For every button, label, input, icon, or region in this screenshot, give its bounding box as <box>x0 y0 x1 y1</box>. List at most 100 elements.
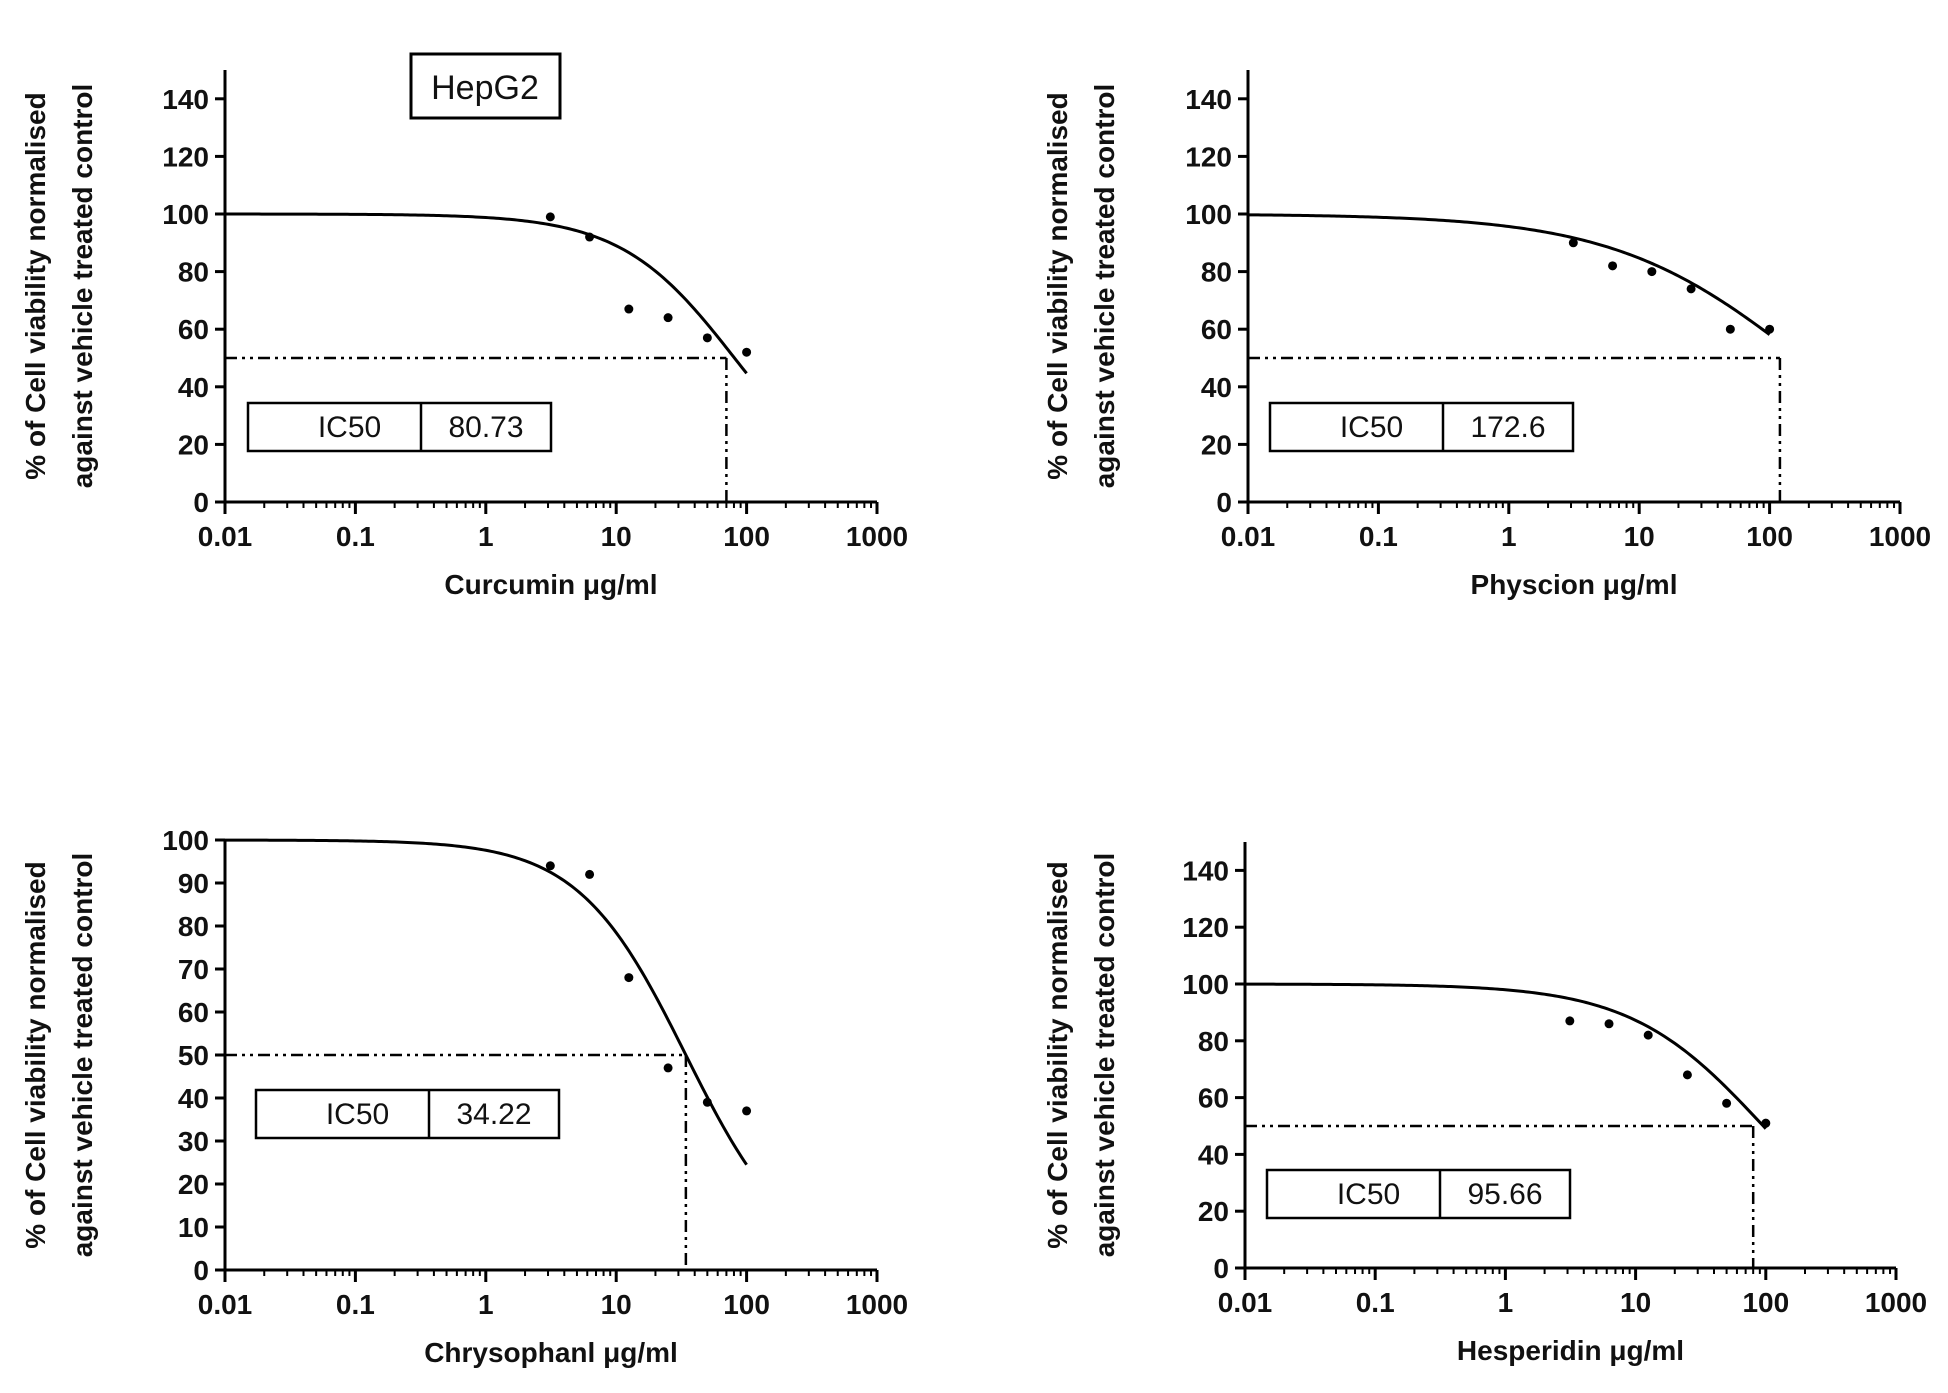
y-tick-label: 40 <box>178 1083 209 1114</box>
data-point <box>1686 284 1696 294</box>
x-tick-label: 100 <box>723 521 770 552</box>
y-axis-title-line1: % of Cell viability normalised <box>1042 861 1073 1248</box>
ic50-value: 80.73 <box>448 411 523 444</box>
x-tick-label: 0.1 <box>336 521 375 552</box>
y-tick-label: 10 <box>178 1212 209 1243</box>
data-point <box>624 304 634 314</box>
data-point <box>742 347 752 357</box>
y-tick-label: 140 <box>1182 855 1229 886</box>
y-tick-label: 0 <box>1213 1253 1229 1284</box>
y-axis-title-line2: against vehicle treated control <box>67 853 98 1258</box>
data-point <box>624 973 634 983</box>
y-tick-label: 0 <box>1216 487 1232 518</box>
data-point <box>663 1063 673 1073</box>
x-axis-title: Hesperidin μg/ml <box>1457 1335 1684 1366</box>
ic50-box <box>254 1088 561 1140</box>
y-tick-label: 30 <box>178 1126 209 1157</box>
data-point <box>1722 1098 1732 1108</box>
y-tick-label: 120 <box>1185 141 1232 172</box>
y-tick-label: 120 <box>1182 912 1229 943</box>
data-point <box>1565 1016 1575 1026</box>
y-tick-label: 100 <box>1185 199 1232 230</box>
panel-physcion: 0 20 40 60 80 100 120 140 0.01 0.1 1 10 100 1000 Physc… <box>1042 70 1931 600</box>
data-point <box>1725 324 1735 334</box>
x-axis-title: Chrysophanl μg/ml <box>424 1337 678 1368</box>
x-tick-label: 1 <box>1501 521 1517 552</box>
y-tick-label: 80 <box>1201 257 1232 288</box>
data-point <box>702 333 712 343</box>
x-tick-label: 1 <box>478 1289 494 1320</box>
x-tick-label: 10 <box>1620 1287 1651 1318</box>
ic50-label: IC50 <box>1340 411 1403 444</box>
y-tick-label: 20 <box>1198 1196 1229 1227</box>
x-axis-title: Physcion μg/ml <box>1471 569 1678 600</box>
y-tick-label: 140 <box>1185 84 1232 115</box>
panel-hesperidin: 0 20 40 60 80 100 120 140 0.01 0.1 1 10 100 1000 Hespe… <box>1042 842 1927 1366</box>
x-tick-label: 10 <box>601 1289 632 1320</box>
fit-curve <box>224 838 748 1166</box>
cell-line-box: HepG2 <box>409 52 562 120</box>
x-tick-label: 1000 <box>1869 521 1931 552</box>
ic50-value: 34.22 <box>456 1098 531 1131</box>
y-tick-label: 80 <box>1198 1026 1229 1057</box>
y-tick-label: 60 <box>178 997 209 1028</box>
y-tick-label: 70 <box>178 954 209 985</box>
y-axis-title-line1: % of Cell viability normalised <box>20 92 51 479</box>
x-axis-title: Curcumin μg/ml <box>444 569 657 600</box>
y-tick-label: 100 <box>162 199 209 230</box>
y-tick-label: 40 <box>178 372 209 403</box>
x-tick-label: 0.1 <box>1359 521 1398 552</box>
x-tick-label: 1000 <box>1865 1287 1927 1318</box>
data-point <box>585 232 595 242</box>
y-axis-title-line2: against vehicle treated control <box>67 84 98 489</box>
ic50-label: IC50 <box>318 411 381 444</box>
y-tick-label: 60 <box>1198 1083 1229 1114</box>
y-axis-title-line1: % of Cell viability normalised <box>1042 92 1073 479</box>
y-tick-label: 0 <box>193 1255 209 1286</box>
y-tick-label: 120 <box>162 141 209 172</box>
ic50-box <box>246 401 553 453</box>
data-point <box>1608 261 1618 271</box>
data-point <box>1604 1019 1614 1029</box>
data-point <box>545 861 555 871</box>
ic50-box <box>1268 401 1575 453</box>
y-axis-title-line1: % of Cell viability normalised <box>20 861 51 1248</box>
y-tick-label: 20 <box>178 429 209 460</box>
x-tick-label: 100 <box>1746 521 1793 552</box>
data-point <box>1765 324 1775 334</box>
data-point <box>1761 1118 1771 1128</box>
y-tick-label: 40 <box>1198 1139 1229 1170</box>
panel-chrysophanl: 0 10 20 30 40 50 60 70 80 90 100 0.01 0.1 1 10 100 1000 C… <box>20 825 908 1368</box>
x-tick-label: 0.1 <box>336 1289 375 1320</box>
x-tick-label: 0.01 <box>198 1289 253 1320</box>
x-tick-label: 1 <box>1498 1287 1514 1318</box>
x-tick-label: 0.01 <box>198 521 253 552</box>
x-tick-label: 1000 <box>846 1289 908 1320</box>
data-point <box>702 1097 712 1107</box>
y-tick-label: 100 <box>162 825 209 856</box>
y-tick-label: 20 <box>1201 429 1232 460</box>
ic50-box <box>1265 1168 1572 1220</box>
x-tick-label: 100 <box>723 1289 770 1320</box>
ic50-label: IC50 <box>1337 1178 1400 1211</box>
y-tick-label: 40 <box>1201 372 1232 403</box>
data-point <box>663 313 673 323</box>
y-tick-label: 90 <box>178 868 209 899</box>
fit-curve <box>1245 982 1767 1130</box>
data-point <box>1682 1070 1692 1080</box>
panel-curcumin: 0 20 40 60 80 100 120 140 0.01 0.1 1 10 100 1000 Curcu… <box>20 70 908 600</box>
y-tick-label: 100 <box>1182 969 1229 1000</box>
y-tick-label: 50 <box>178 1040 209 1071</box>
x-tick-label: 1000 <box>846 521 908 552</box>
fit-curve <box>1247 213 1771 336</box>
x-tick-label: 1 <box>478 521 494 552</box>
x-tick-label: 10 <box>1624 521 1655 552</box>
fit-curve <box>225 212 748 375</box>
data-point <box>1643 1030 1653 1040</box>
y-tick-label: 0 <box>193 487 209 518</box>
cell-line-label: HepG2 <box>431 69 539 107</box>
x-tick-label: 0.01 <box>1221 521 1276 552</box>
data-point <box>545 212 555 222</box>
y-tick-label: 80 <box>178 911 209 942</box>
